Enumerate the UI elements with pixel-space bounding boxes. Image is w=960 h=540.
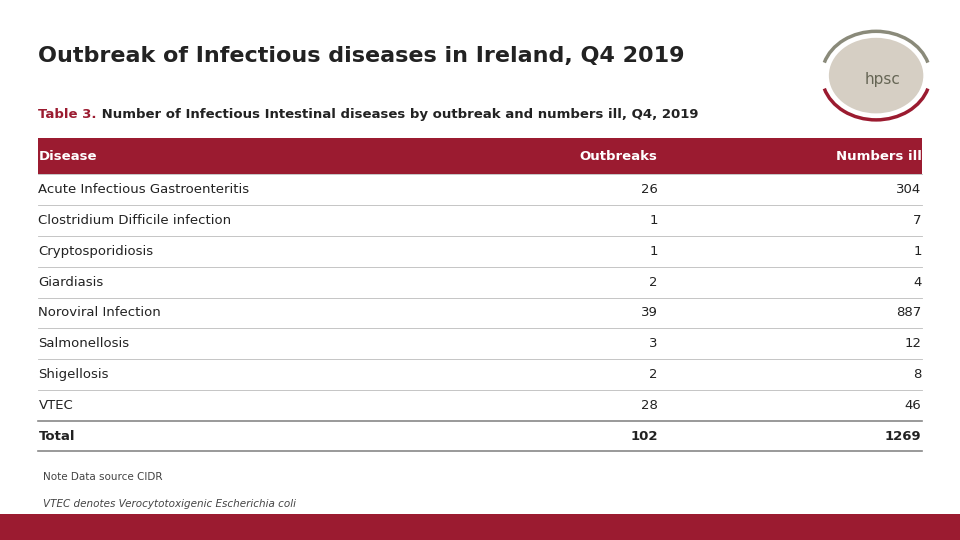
Text: 4: 4 (913, 275, 922, 289)
Text: 3: 3 (649, 337, 658, 350)
Text: Noroviral Infection: Noroviral Infection (38, 306, 161, 320)
Text: 1: 1 (649, 214, 658, 227)
Text: VTEC denotes Verocytotoxigenic Escherichia coli: VTEC denotes Verocytotoxigenic Escherich… (43, 499, 297, 509)
Text: 1269: 1269 (885, 429, 922, 443)
Text: 12: 12 (904, 337, 922, 350)
Text: Total: Total (38, 429, 75, 443)
Text: 39: 39 (640, 306, 658, 320)
Text: Outbreaks: Outbreaks (580, 150, 658, 163)
Text: Disease: Disease (38, 150, 97, 163)
Text: Giardiasis: Giardiasis (38, 275, 104, 289)
Text: 8: 8 (913, 368, 922, 381)
Text: 26: 26 (640, 183, 658, 197)
Text: 887: 887 (897, 306, 922, 320)
Text: VTEC: VTEC (38, 399, 73, 412)
Text: 304: 304 (897, 183, 922, 197)
Text: Table 3.: Table 3. (38, 108, 97, 121)
Text: Shigellosis: Shigellosis (38, 368, 108, 381)
Text: Clostridium Difficile infection: Clostridium Difficile infection (38, 214, 231, 227)
Text: 2: 2 (649, 368, 658, 381)
Text: 7: 7 (913, 214, 922, 227)
Text: 2: 2 (649, 275, 658, 289)
Text: Note Data source CIDR: Note Data source CIDR (43, 472, 162, 482)
Text: Cryptosporidiosis: Cryptosporidiosis (38, 245, 154, 258)
Text: Acute Infectious Gastroenteritis: Acute Infectious Gastroenteritis (38, 183, 250, 197)
Text: 102: 102 (630, 429, 658, 443)
Ellipse shape (828, 38, 924, 113)
Text: 1: 1 (649, 245, 658, 258)
Text: hpsc: hpsc (865, 72, 900, 87)
Text: Numbers ill: Numbers ill (836, 150, 922, 163)
Bar (0, 514, 960, 540)
Text: 28: 28 (640, 399, 658, 412)
Text: Salmonellosis: Salmonellosis (38, 337, 130, 350)
Text: Outbreak of Infectious diseases in Ireland, Q4 2019: Outbreak of Infectious diseases in Irela… (38, 46, 684, 66)
Bar (38, 138, 922, 174)
Text: 1: 1 (913, 245, 922, 258)
Text: Number of Infectious Intestinal diseases by outbreak and numbers ill, Q4, 2019: Number of Infectious Intestinal diseases… (97, 108, 699, 121)
Text: 46: 46 (905, 399, 922, 412)
